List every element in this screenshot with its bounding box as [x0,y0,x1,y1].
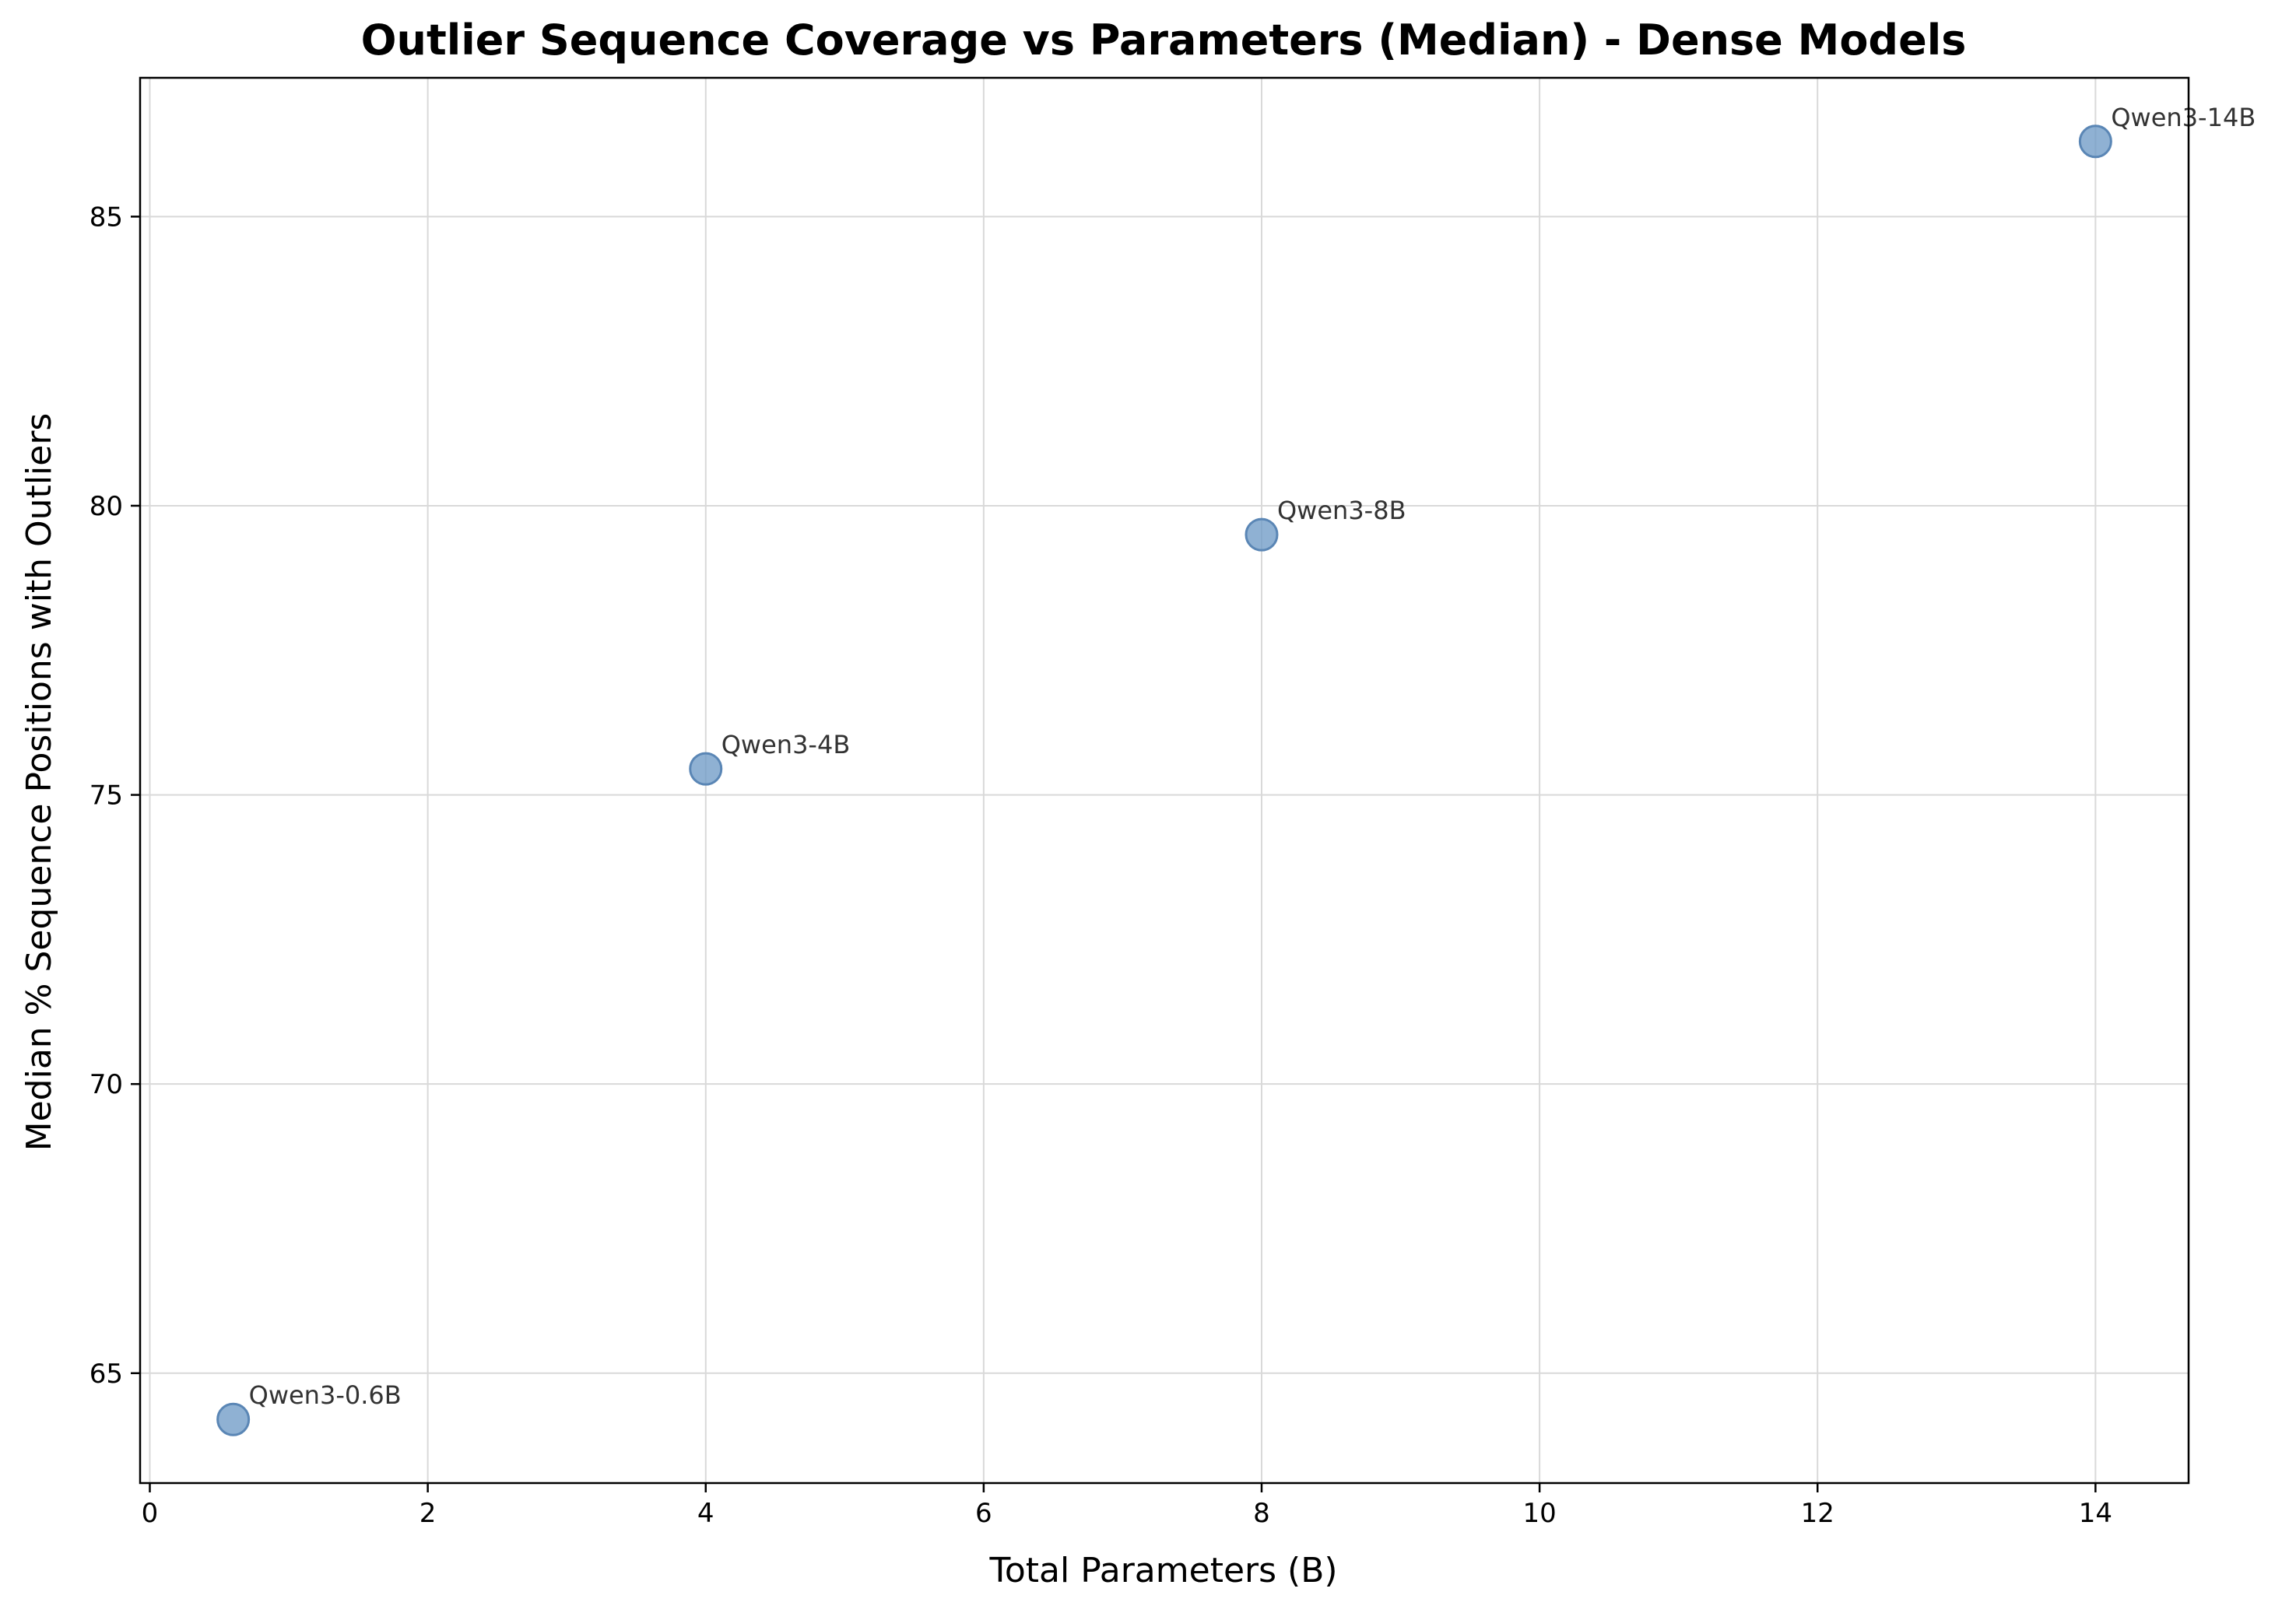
x-tick-label: 8 [1253,1498,1270,1529]
x-tick-label: 12 [1801,1498,1834,1529]
scatter-point[interactable] [689,752,723,786]
y-axis-label: Median % Sequence Positions with Outlier… [19,413,59,1152]
ticks-layer: 0 2 4 6 8 10 12 14 65 70 75 80 85 [90,202,2112,1529]
x-tick-label: 0 [142,1498,159,1529]
scatter-point[interactable] [2078,124,2112,159]
plot-frame [139,76,2190,1485]
point-label: Qwen3-8B [1277,496,1406,525]
x-tick-label: 14 [2079,1498,2112,1529]
scatter-point[interactable] [1245,517,1279,552]
y-tick-label: 70 [90,1069,123,1100]
y-tick-label: 75 [90,780,123,812]
x-tick-label: 2 [420,1498,437,1529]
points-layer: Qwen3-0.6B Qwen3-4B Qwen3-8B Qwen3-14B [216,103,2256,1436]
point-label: Qwen3-14B [2111,103,2256,132]
point-label: Qwen3-4B [721,730,851,759]
grid-layer [140,78,2189,1483]
x-tick-label: 10 [1522,1498,1556,1529]
chart-title: Outlier Sequence Coverage vs Parameters … [361,16,1967,65]
x-tick-label: 4 [697,1498,714,1529]
x-axis-label: Total Parameters (B) [988,1551,1337,1590]
x-tick-label: 6 [975,1498,992,1529]
y-tick-label: 65 [90,1359,123,1390]
point-label: Qwen3-0.6B [249,1380,402,1410]
scatter-point[interactable] [216,1402,251,1436]
y-tick-label: 80 [90,491,123,522]
y-tick-label: 85 [90,202,123,233]
